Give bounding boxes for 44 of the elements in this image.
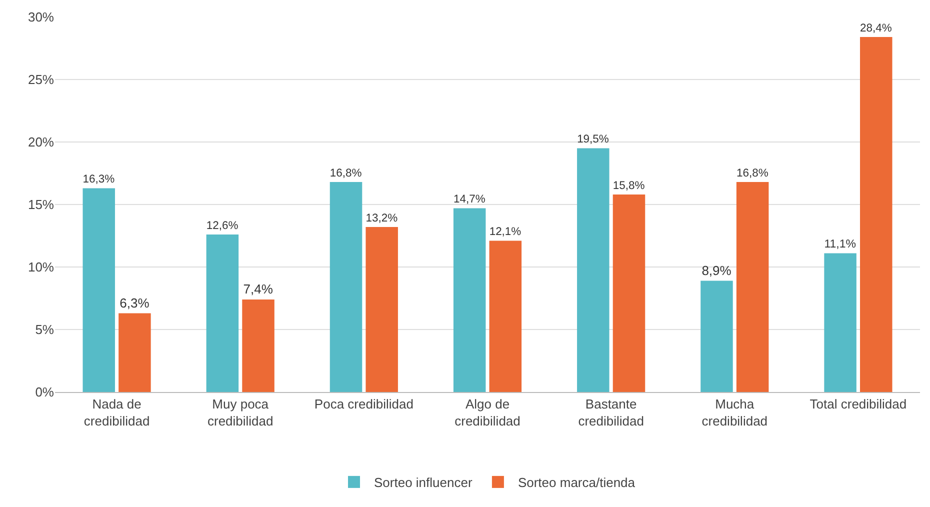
bar <box>612 194 646 392</box>
x-tick-label: Poca credibilidad <box>314 396 414 412</box>
bar <box>206 234 239 392</box>
bar <box>860 37 892 392</box>
data-label: 13,2% <box>366 212 398 224</box>
legend-label: Sorteo influencer <box>374 475 473 490</box>
data-label: 14,7% <box>453 194 486 206</box>
x-tick-label: Mucha credibilidad <box>702 396 768 428</box>
bar <box>824 253 856 392</box>
x-tick-label: Total credibilidad <box>810 396 907 412</box>
data-label: 16,8% <box>330 167 362 180</box>
bar <box>118 313 151 392</box>
bar <box>366 227 398 392</box>
legend-label: Sorteo marca/tienda <box>518 475 636 490</box>
x-tick-label: Nada de credibilidad <box>84 396 150 428</box>
data-label: 16,3% <box>82 174 115 186</box>
bar <box>736 182 769 392</box>
data-label: 19,5% <box>577 134 609 146</box>
bar <box>577 148 610 392</box>
x-tick-label: Muy poca credibilidad <box>207 396 274 428</box>
data-label: 12,1% <box>489 226 522 238</box>
bar <box>700 280 733 392</box>
data-label: 8,9% <box>702 262 732 278</box>
data-label: 12,6% <box>206 220 238 232</box>
x-tick-label: Bastante credibilidad <box>578 396 644 428</box>
x-tick-label: Algo de credibilidad <box>454 396 520 428</box>
y-tick-label: 20% <box>28 134 54 150</box>
data-label: 28,4% <box>860 22 892 34</box>
y-tick-label: 25% <box>28 72 54 88</box>
bar <box>82 188 115 392</box>
data-label: 6,3% <box>120 295 150 310</box>
y-tick-label: 5% <box>35 322 54 338</box>
data-label: 15,8% <box>612 180 645 192</box>
y-tick-label: 10% <box>28 260 54 275</box>
y-tick-label: 30% <box>28 10 54 25</box>
y-tick-label: 15% <box>28 197 54 212</box>
bar <box>489 240 522 392</box>
bar <box>453 208 486 392</box>
data-label: 7,4% <box>243 282 274 296</box>
bar <box>330 182 362 392</box>
y-tick-label: 0% <box>35 384 54 400</box>
data-label: 16,8% <box>736 167 768 180</box>
data-label: 11,1% <box>824 238 856 251</box>
bar <box>242 300 274 392</box>
